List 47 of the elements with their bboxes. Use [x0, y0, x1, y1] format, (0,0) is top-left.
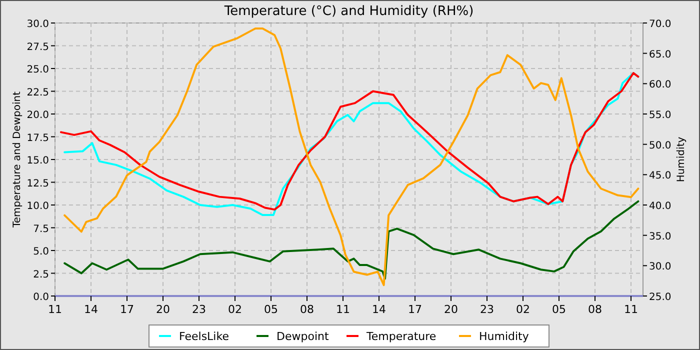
- y2-tick-label: 60.0: [649, 80, 672, 91]
- y-axis-title: Temperature and Dewpoint: [12, 91, 23, 229]
- y2-tick-label: 45.0: [649, 170, 672, 182]
- legend-label: FeelsLike: [179, 330, 230, 343]
- x-tick-label: 20: [444, 303, 458, 316]
- y2-tick-label: 30.0: [649, 262, 672, 273]
- x-tick-label: 11: [336, 303, 350, 316]
- legend-label: Humidity: [479, 330, 530, 343]
- x-tick-label: 02: [516, 303, 530, 316]
- y2-tick-label: 65.0: [649, 49, 672, 60]
- x-tick-label: 11: [624, 303, 638, 316]
- x-tick-label: 02: [228, 303, 242, 316]
- x-tick-label: 17: [408, 303, 422, 316]
- y2-tick-label: 25.0: [649, 292, 672, 303]
- y-tick-label: 17.5: [26, 132, 49, 144]
- x-tick-label: 05: [552, 303, 566, 316]
- x-tick-label: 05: [264, 303, 278, 316]
- y-tick-label: 15.0: [26, 156, 49, 166]
- y-tick-label: 27.5: [26, 42, 49, 53]
- legend-label: Dewpoint: [276, 330, 330, 343]
- y-tick-label: 5.0: [33, 246, 49, 258]
- legend-label: Temperature: [366, 330, 436, 343]
- y-tick-label: 30.0: [26, 19, 49, 30]
- y-tick-label: 25.0: [26, 64, 49, 76]
- y2-axis-title: Humidity: [676, 136, 687, 182]
- y2-tick-label: 55.0: [649, 110, 672, 121]
- y2-tick-label: 40.0: [649, 201, 672, 212]
- x-tick-label: 23: [192, 303, 206, 316]
- y2-tick-label: 50.0: [649, 140, 672, 152]
- y2-tick-label: 70.0: [649, 19, 672, 30]
- x-tick-label: 08: [588, 303, 602, 316]
- y-tick-label: 7.5: [33, 224, 49, 235]
- x-tick-label: 14: [84, 303, 98, 316]
- y-tick-label: 20.0: [26, 110, 49, 121]
- y-tick-label: 10.0: [26, 201, 49, 212]
- x-tick-label: 11: [48, 303, 62, 316]
- x-tick-label: 08: [300, 303, 314, 316]
- y-tick-label: 0.0: [33, 292, 49, 303]
- chart-title: Temperature (°C) and Humidity (RH%): [223, 4, 474, 19]
- y-tick-label: 12.5: [26, 178, 49, 190]
- x-tick-label: 14: [372, 303, 386, 316]
- x-tick-label: 20: [156, 303, 170, 316]
- y-tick-label: 22.5: [26, 87, 49, 98]
- y2-tick-label: 35.0: [649, 231, 672, 242]
- x-tick-label: 23: [480, 303, 494, 316]
- y-tick-label: 2.5: [33, 269, 49, 280]
- x-tick-label: 17: [120, 303, 134, 316]
